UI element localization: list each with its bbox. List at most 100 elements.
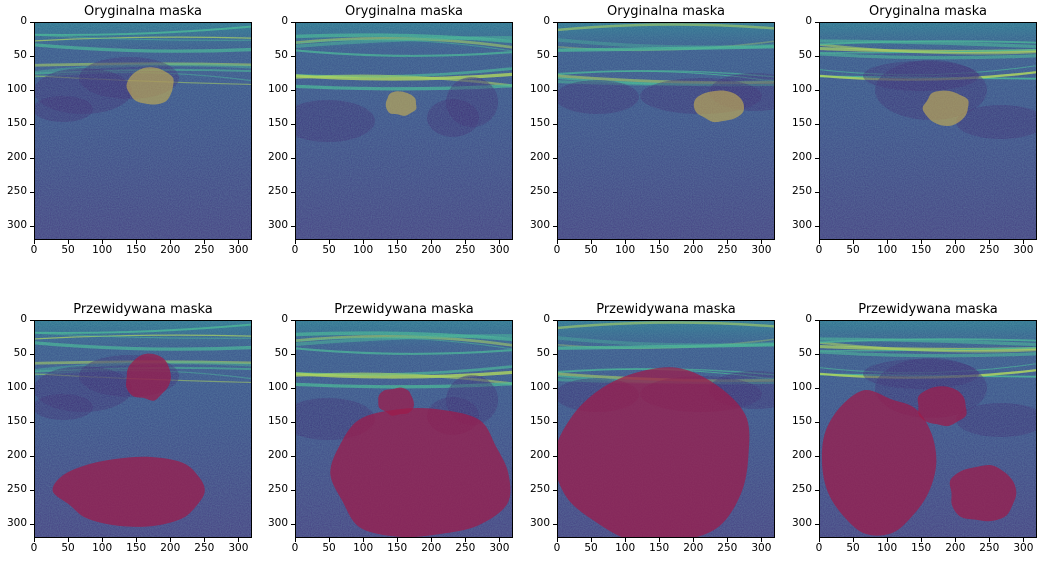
- subplot-title: Oryginalna maska: [607, 4, 725, 19]
- y-tick-label: 300: [529, 517, 550, 530]
- y-tick-label: 50: [13, 49, 27, 62]
- x-tick-label: 0: [30, 542, 38, 554]
- y-tick-mark: [815, 320, 819, 321]
- x-tick-label: 300: [228, 542, 249, 554]
- x-tick-label: 50: [584, 542, 598, 554]
- x-tick-label: 0: [815, 542, 823, 554]
- y-tick-mark: [291, 124, 295, 126]
- y-tick-mark: [30, 388, 34, 390]
- x-tick-mark: [204, 240, 206, 244]
- y-tick-mark: [291, 320, 295, 321]
- x-tick-mark: [921, 240, 923, 244]
- x-tick-label: 0: [291, 542, 299, 554]
- y-tick-mark: [815, 388, 819, 390]
- y-tick-label: 200: [791, 151, 812, 164]
- x-tick-label: 150: [387, 542, 408, 554]
- y-tick-label: 150: [6, 415, 27, 428]
- y-tick-label: 100: [529, 83, 550, 96]
- x-tick-label: 300: [751, 244, 772, 256]
- x-tick-mark: [591, 240, 593, 244]
- y-tick-label: 0: [20, 15, 27, 27]
- predicted-mask: [52, 456, 205, 527]
- y-tick-label: 0: [543, 313, 550, 325]
- y-tick-mark: [815, 90, 819, 92]
- y-tick-mark: [815, 456, 819, 458]
- y-tick-mark: [815, 354, 819, 356]
- x-tick-label: 250: [979, 542, 1000, 554]
- ground-truth-mask: [693, 90, 744, 123]
- y-tick-label: 250: [791, 483, 812, 496]
- subplot-title: Oryginalna maska: [84, 4, 202, 19]
- y-tick-mark: [815, 524, 819, 526]
- ultrasound-nerve-scan-2: [296, 23, 512, 239]
- x-tick-mark: [819, 240, 820, 244]
- x-tick-mark: [693, 538, 695, 542]
- x-tick-label: 200: [160, 542, 181, 554]
- x-tick-label: 0: [815, 244, 823, 256]
- y-tick-label: 0: [805, 15, 812, 27]
- x-tick-label: 250: [717, 244, 738, 256]
- x-tick-label: 200: [421, 244, 442, 256]
- y-tick-mark: [553, 90, 557, 92]
- x-tick-label: 100: [615, 244, 636, 256]
- x-tick-mark: [989, 240, 991, 244]
- x-tick-mark: [887, 538, 889, 542]
- y-tick-mark: [30, 158, 34, 160]
- y-tick-label: 250: [529, 185, 550, 198]
- y-tick-mark: [30, 226, 34, 228]
- image-axes: [295, 320, 513, 538]
- y-tick-label: 50: [536, 49, 550, 62]
- y-tick-mark: [815, 56, 819, 58]
- x-tick-mark: [34, 538, 35, 542]
- speckle-noise: [558, 23, 774, 239]
- x-tick-mark: [557, 538, 558, 542]
- x-tick-label: 0: [30, 244, 38, 256]
- x-tick-label: 0: [291, 244, 299, 256]
- x-tick-mark: [727, 538, 729, 542]
- y-tick-mark: [553, 490, 557, 492]
- x-tick-mark: [397, 240, 399, 244]
- x-tick-label: 250: [455, 542, 476, 554]
- x-tick-mark: [625, 538, 627, 542]
- x-tick-label: 100: [92, 542, 113, 554]
- y-tick-mark: [291, 192, 295, 194]
- x-tick-label: 150: [649, 542, 670, 554]
- x-tick-mark: [989, 538, 991, 542]
- y-tick-label: 250: [267, 185, 288, 198]
- x-tick-label: 100: [877, 244, 898, 256]
- x-tick-label: 250: [717, 542, 738, 554]
- x-tick-mark: [295, 538, 296, 542]
- y-tick-label: 300: [6, 517, 27, 530]
- x-tick-mark: [659, 240, 661, 244]
- predicted-mask: [330, 408, 511, 537]
- ultrasound-nerve-scan-4: [820, 23, 1036, 239]
- x-tick-mark: [295, 240, 296, 244]
- y-tick-label: 150: [791, 415, 812, 428]
- y-tick-mark: [291, 490, 295, 492]
- x-tick-mark: [625, 240, 627, 244]
- x-tick-label: 250: [979, 244, 1000, 256]
- y-tick-label: 150: [791, 117, 812, 130]
- y-tick-label: 50: [536, 347, 550, 360]
- subplot-title: Przewidywana maska: [858, 302, 998, 317]
- image-axes: [557, 22, 775, 240]
- y-tick-label: 150: [6, 117, 27, 130]
- x-tick-mark: [170, 538, 172, 542]
- y-tick-label: 50: [798, 347, 812, 360]
- y-tick-mark: [291, 226, 295, 228]
- x-tick-label: 250: [455, 244, 476, 256]
- y-tick-label: 300: [6, 219, 27, 232]
- x-tick-label: 100: [353, 244, 374, 256]
- y-tick-label: 300: [791, 219, 812, 232]
- y-tick-mark: [291, 56, 295, 58]
- y-tick-mark: [30, 490, 34, 492]
- ground-truth-mask: [922, 90, 969, 126]
- x-tick-label: 150: [126, 542, 147, 554]
- y-tick-mark: [30, 90, 34, 92]
- x-tick-mark: [591, 538, 593, 542]
- y-tick-mark: [553, 22, 557, 23]
- y-tick-label: 50: [13, 347, 27, 360]
- y-tick-mark: [553, 56, 557, 58]
- ultrasound-nerve-scan-3: [558, 321, 774, 537]
- x-tick-mark: [1023, 538, 1025, 542]
